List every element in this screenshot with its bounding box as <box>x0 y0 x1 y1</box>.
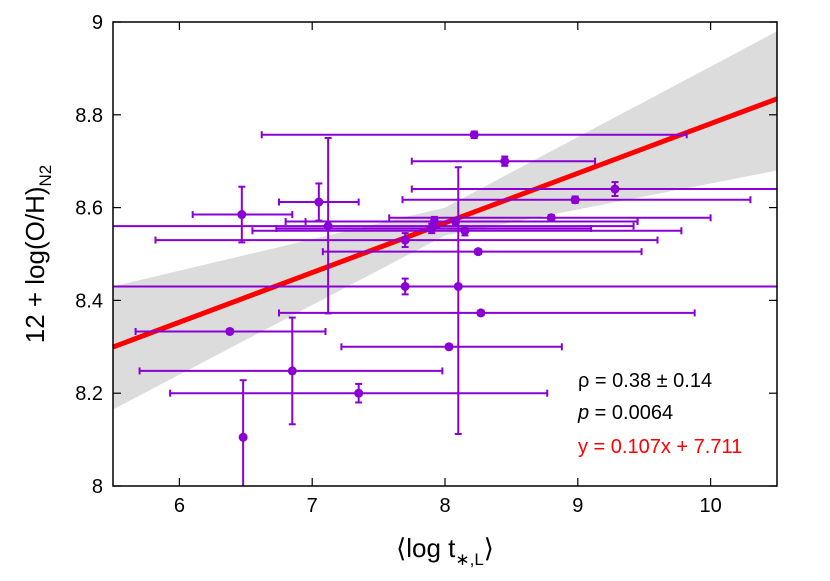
data-point <box>191 185 294 244</box>
data-marker <box>500 156 510 166</box>
data-marker <box>238 432 248 442</box>
x-tick-label: 7 <box>307 495 318 517</box>
data-point <box>401 195 752 205</box>
data-point <box>134 326 327 336</box>
y-axis-title-subscript: N2 <box>36 165 55 187</box>
ticks-layer: 6 7 8 9 10 8 8.2 8.4 8.6 8.8 9 <box>75 12 777 517</box>
x-tick-label: 8 <box>439 495 450 517</box>
data-point <box>410 181 777 197</box>
y-tick-label: 9 <box>92 12 103 34</box>
data-marker <box>453 281 463 291</box>
y-axis-title: 12 + log(O/H)N2 <box>20 165 55 344</box>
data-marker <box>354 388 364 398</box>
data-marker <box>469 130 479 140</box>
data-point <box>278 308 696 318</box>
data-point <box>113 166 777 436</box>
data-point <box>278 182 360 222</box>
data-marker <box>225 326 235 336</box>
fit-line <box>112 96 778 350</box>
data-point <box>251 225 683 237</box>
data-marker <box>444 342 454 352</box>
data-marker <box>314 197 324 207</box>
rho-annotation: ρ = 0.38 ± 0.14 <box>578 370 712 392</box>
data-point <box>260 130 688 140</box>
data-point <box>340 342 563 352</box>
data-marker <box>476 308 486 318</box>
data-marker <box>473 247 483 257</box>
y-tick-label: 8.6 <box>75 198 103 220</box>
data-point <box>138 316 444 426</box>
data-marker <box>287 366 297 376</box>
x-tick-label: 10 <box>699 495 721 517</box>
data-point <box>154 232 659 249</box>
data-marker <box>400 235 410 245</box>
x-tick-label: 9 <box>572 495 583 517</box>
x-tick-label: 6 <box>174 495 185 517</box>
data-point <box>169 382 549 404</box>
data-marker <box>546 213 556 223</box>
data-marker <box>610 184 620 194</box>
data-marker <box>237 210 247 220</box>
data-point <box>410 155 597 167</box>
y-tick-label: 8.8 <box>75 105 103 127</box>
y-tick-label: 8.2 <box>75 383 103 405</box>
data-marker <box>570 195 580 205</box>
x-axis-title-subscript: ∗,L <box>455 550 483 569</box>
p-value-annotation: p = 0.0064 <box>577 402 673 424</box>
data-marker <box>460 226 470 236</box>
data-point <box>321 247 643 257</box>
data-points-layer <box>113 130 777 486</box>
data-point <box>113 137 635 315</box>
y-tick-label: 8.4 <box>75 290 103 312</box>
data-point <box>388 213 712 223</box>
y-tick-label: 8 <box>92 476 103 498</box>
x-axis-title: ⟨log t∗,L⟩ <box>396 533 494 569</box>
data-point <box>238 379 248 486</box>
fit-equation-annotation: y = 0.107x + 7.711 <box>578 436 742 458</box>
fit-line-layer <box>112 96 778 350</box>
